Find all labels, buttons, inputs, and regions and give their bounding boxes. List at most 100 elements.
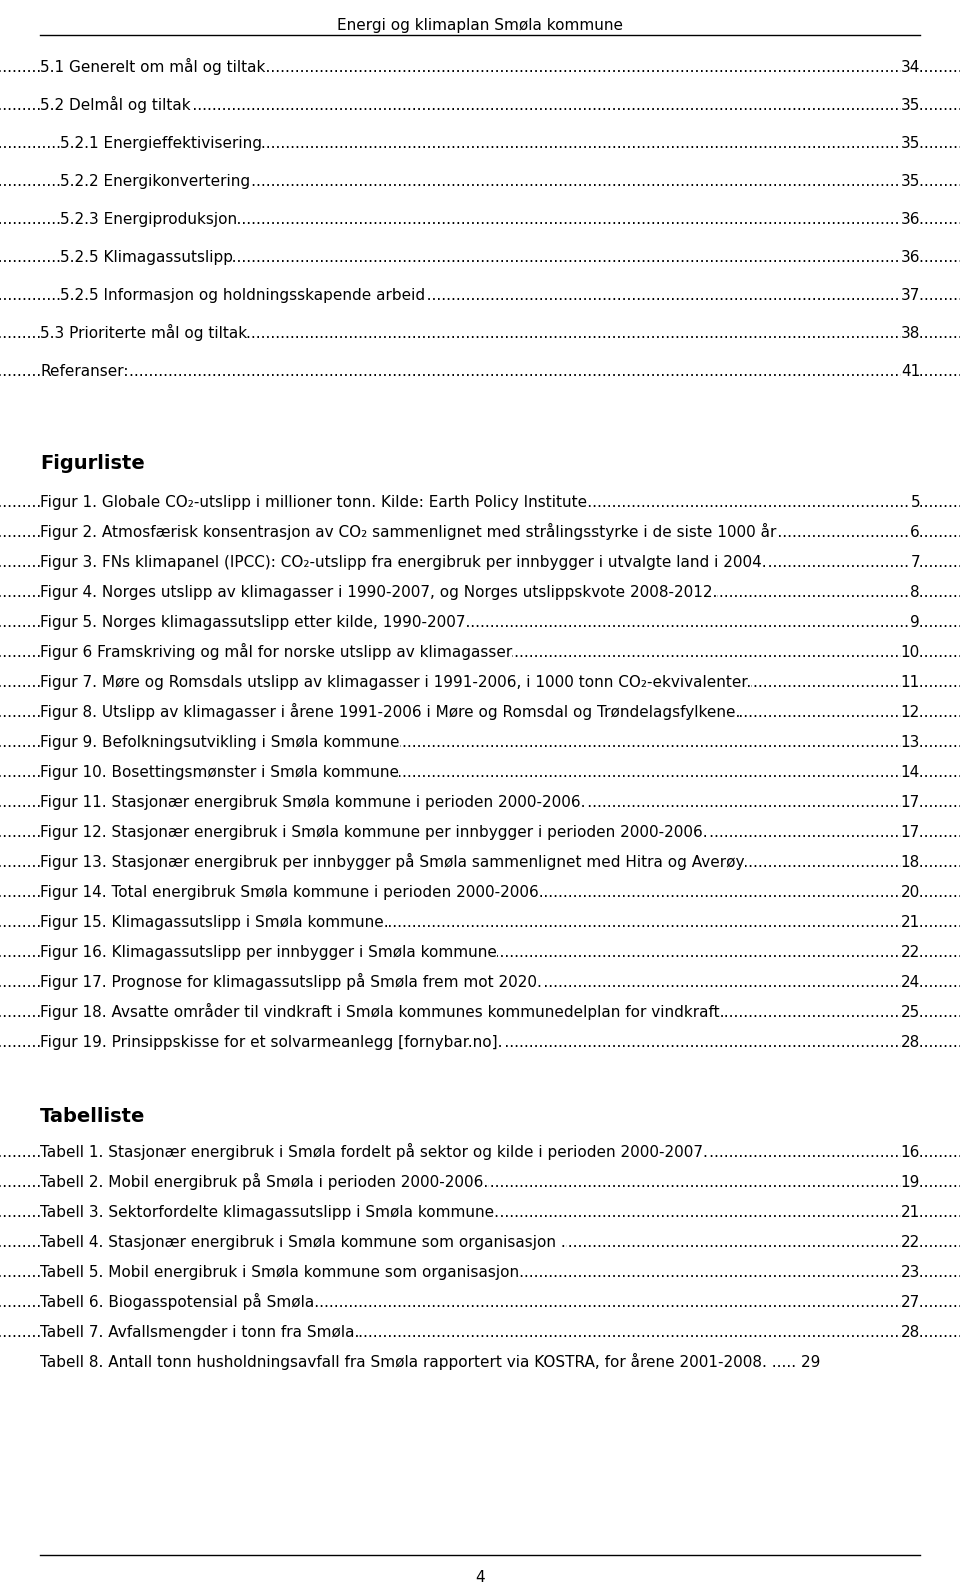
Text: 8: 8 [910, 585, 920, 601]
Text: Figur 11. Stasjonær energibruk Smøla kommune i perioden 2000-2006.: Figur 11. Stasjonær energibruk Smøla kom… [40, 796, 586, 810]
Text: Figur 2. Atmosfærisk konsentrasjon av CO₂ sammenlignet med strålingsstyrke i de : Figur 2. Atmosfærisk konsentrasjon av CO… [40, 523, 777, 540]
Text: ................................................................................: ........................................… [0, 250, 960, 265]
Text: 5.2.2 Energikonvertering: 5.2.2 Energikonvertering [60, 174, 251, 189]
Text: ................................................................................: ........................................… [0, 495, 960, 510]
Text: 19: 19 [900, 1174, 920, 1190]
Text: 17: 17 [900, 796, 920, 810]
Text: Figur 7. Møre og Romsdals utslipp av klimagasser i 1991-2006, i 1000 tonn CO₂-ek: Figur 7. Møre og Romsdals utslipp av kli… [40, 675, 752, 689]
Text: 28: 28 [900, 1325, 920, 1339]
Text: Tabell 2. Mobil energibruk på Smøla i perioden 2000-2006.: Tabell 2. Mobil energibruk på Smøla i pe… [40, 1173, 489, 1190]
Text: 5.2.3 Energiproduksjon: 5.2.3 Energiproduksjon [60, 212, 237, 227]
Text: 5.2.5 Klimagassutslipp: 5.2.5 Klimagassutslipp [60, 250, 233, 265]
Text: 13: 13 [900, 735, 920, 750]
Text: ................................................................................: ........................................… [0, 136, 960, 151]
Text: ................................................................................: ........................................… [0, 288, 960, 303]
Text: ................................................................................: ........................................… [0, 915, 960, 930]
Text: ................................................................................: ........................................… [0, 555, 960, 571]
Text: ................................................................................: ........................................… [0, 1144, 960, 1160]
Text: 28: 28 [900, 1035, 920, 1049]
Text: 10: 10 [900, 645, 920, 659]
Text: 5.3 Prioriterte mål og tiltak: 5.3 Prioriterte mål og tiltak [40, 323, 247, 341]
Text: 20: 20 [900, 884, 920, 900]
Text: 6: 6 [910, 525, 920, 540]
Text: 5.2.1 Energieffektivisering: 5.2.1 Energieffektivisering [60, 136, 262, 151]
Text: 4: 4 [475, 1571, 485, 1585]
Text: ................................................................................: ........................................… [0, 675, 960, 689]
Text: Tabell 1. Stasjonær energibruk i Smøla fordelt på sektor og kilde i perioden 200: Tabell 1. Stasjonær energibruk i Smøla f… [40, 1143, 708, 1160]
Text: 36: 36 [900, 250, 920, 265]
Text: 23: 23 [900, 1265, 920, 1281]
Text: Tabell 3. Sektorfordelte klimagassutslipp i Smøla kommune.: Tabell 3. Sektorfordelte klimagassutslip… [40, 1205, 499, 1220]
Text: 22: 22 [900, 945, 920, 961]
Text: ................................................................................: ........................................… [0, 1295, 960, 1309]
Text: Figur 18. Avsatte områder til vindkraft i Smøla kommunes kommunedelplan for vind: Figur 18. Avsatte områder til vindkraft … [40, 1003, 725, 1021]
Text: 22: 22 [900, 1235, 920, 1251]
Text: Figur 6 Framskriving og mål for norske utslipp av klimagasser: Figur 6 Framskriving og mål for norske u… [40, 644, 513, 659]
Text: Figur 8. Utslipp av klimagasser i årene 1991-2006 i Møre og Romsdal og Trøndelag: Figur 8. Utslipp av klimagasser i årene … [40, 704, 740, 720]
Text: 5.2 Delmål og tiltak: 5.2 Delmål og tiltak [40, 97, 191, 113]
Text: Tabell 6. Biogasspotensial på Smøla.: Tabell 6. Biogasspotensial på Smøla. [40, 1293, 319, 1309]
Text: ................................................................................: ........................................… [0, 1174, 960, 1190]
Text: ................................................................................: ........................................… [0, 615, 960, 629]
Text: 35: 35 [900, 98, 920, 113]
Text: ................................................................................: ........................................… [0, 1205, 960, 1220]
Text: ................................................................................: ........................................… [0, 1325, 960, 1339]
Text: 35: 35 [900, 174, 920, 189]
Text: Figur 17. Prognose for klimagassutslipp på Smøla frem mot 2020.: Figur 17. Prognose for klimagassutslipp … [40, 973, 541, 991]
Text: Figur 9. Befolkningsutvikling i Smøla kommune: Figur 9. Befolkningsutvikling i Smøla ko… [40, 735, 399, 750]
Text: 41: 41 [900, 365, 920, 379]
Text: 7: 7 [910, 555, 920, 571]
Text: ................................................................................: ........................................… [0, 1035, 960, 1049]
Text: ................................................................................: ........................................… [0, 766, 960, 780]
Text: 12: 12 [900, 705, 920, 720]
Text: 35: 35 [900, 136, 920, 151]
Text: ................................................................................: ........................................… [0, 98, 960, 113]
Text: Figurliste: Figurliste [40, 453, 145, 472]
Text: Energi og klimaplan Smøla kommune: Energi og klimaplan Smøla kommune [337, 17, 623, 33]
Text: ................................................................................: ........................................… [0, 975, 960, 991]
Text: ................................................................................: ........................................… [0, 1235, 960, 1251]
Text: Referanser:: Referanser: [40, 365, 129, 379]
Text: ................................................................................: ........................................… [0, 1265, 960, 1281]
Text: ................................................................................: ........................................… [0, 585, 960, 601]
Text: ................................................................................: ........................................… [0, 365, 960, 379]
Text: 21: 21 [900, 915, 920, 930]
Text: Figur 1. Globale CO₂-utslipp i millioner tonn. Kilde: Earth Policy Institute: Figur 1. Globale CO₂-utslipp i millioner… [40, 495, 588, 510]
Text: ................................................................................: ........................................… [0, 645, 960, 659]
Text: Tabelliste: Tabelliste [40, 1106, 145, 1125]
Text: ................................................................................: ........................................… [0, 854, 960, 870]
Text: Figur 10. Bosettingsmønster i Smøla kommune: Figur 10. Bosettingsmønster i Smøla komm… [40, 766, 399, 780]
Text: Figur 12. Stasjonær energibruk i Smøla kommune per innbygger i perioden 2000-200: Figur 12. Stasjonær energibruk i Smøla k… [40, 826, 708, 840]
Text: Figur 3. FNs klimapanel (IPCC): CO₂-utslipp fra energibruk per innbygger i utval: Figur 3. FNs klimapanel (IPCC): CO₂-utsl… [40, 555, 767, 571]
Text: 25: 25 [900, 1005, 920, 1021]
Text: 38: 38 [900, 327, 920, 341]
Text: ................................................................................: ........................................… [0, 60, 960, 74]
Text: Figur 19. Prinsippskisse for et solvarmeanlegg [fornybar.no].: Figur 19. Prinsippskisse for et solvarme… [40, 1035, 502, 1049]
Text: 16: 16 [900, 1144, 920, 1160]
Text: ................................................................................: ........................................… [0, 945, 960, 961]
Text: 18: 18 [900, 854, 920, 870]
Text: 17: 17 [900, 826, 920, 840]
Text: Figur 15. Klimagassutslipp i Smøla kommune.: Figur 15. Klimagassutslipp i Smøla kommu… [40, 915, 389, 930]
Text: 34: 34 [900, 60, 920, 74]
Text: Figur 5. Norges klimagassutslipp etter kilde, 1990-2007.: Figur 5. Norges klimagassutslipp etter k… [40, 615, 470, 629]
Text: 9: 9 [910, 615, 920, 629]
Text: ................................................................................: ........................................… [0, 1005, 960, 1021]
Text: 27: 27 [900, 1295, 920, 1309]
Text: 11: 11 [900, 675, 920, 689]
Text: Tabell 5. Mobil energibruk i Smøla kommune som organisasjon.: Tabell 5. Mobil energibruk i Smøla kommu… [40, 1265, 524, 1281]
Text: Figur 14. Total energibruk Smøla kommune i perioden 2000-2006.: Figur 14. Total energibruk Smøla kommune… [40, 884, 543, 900]
Text: 5: 5 [910, 495, 920, 510]
Text: Tabell 8. Antall tonn husholdningsavfall fra Smøla rapportert via KOSTRA, for år: Tabell 8. Antall tonn husholdningsavfall… [40, 1354, 821, 1369]
Text: 5.1 Generelt om mål og tiltak: 5.1 Generelt om mål og tiltak [40, 59, 265, 74]
Text: 24: 24 [900, 975, 920, 991]
Text: ................................................................................: ........................................… [0, 174, 960, 189]
Text: 5.2.5 Informasjon og holdningsskapende arbeid: 5.2.5 Informasjon og holdningsskapende a… [60, 288, 425, 303]
Text: Tabell 4. Stasjonær energibruk i Smøla kommune som organisasjon .: Tabell 4. Stasjonær energibruk i Smøla k… [40, 1235, 565, 1251]
Text: ................................................................................: ........................................… [0, 212, 960, 227]
Text: ................................................................................: ........................................… [0, 826, 960, 840]
Text: 36: 36 [900, 212, 920, 227]
Text: Tabell 7. Avfallsmengder i tonn fra Smøla.: Tabell 7. Avfallsmengder i tonn fra Smøl… [40, 1325, 359, 1339]
Text: 21: 21 [900, 1205, 920, 1220]
Text: Figur 4. Norges utslipp av klimagasser i 1990-2007, og Norges utslippskvote 2008: Figur 4. Norges utslipp av klimagasser i… [40, 585, 717, 601]
